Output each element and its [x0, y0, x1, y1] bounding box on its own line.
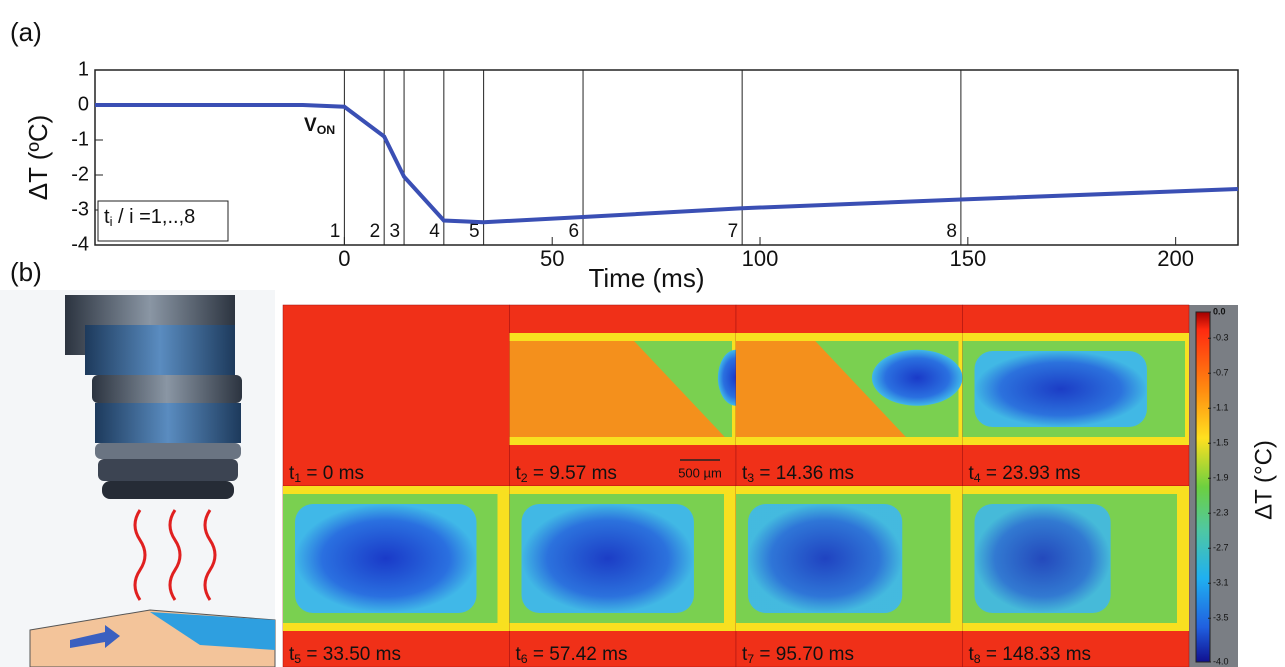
frame-label: t6 = 57.42 ms	[516, 644, 628, 666]
frame-label-part: 4	[974, 471, 981, 485]
x-tick-label: 50	[540, 246, 564, 271]
frame-label-part: = 14.36 ms	[754, 463, 854, 484]
frame-label-part: t	[742, 644, 748, 665]
frame-label: t4 = 23.93 ms	[969, 463, 1081, 485]
frame-label-part: = 0 ms	[301, 463, 364, 484]
frame-label: t5 = 33.50 ms	[289, 644, 401, 666]
colorbar-tick-label: -1.9	[1213, 473, 1229, 483]
cool-region	[295, 504, 477, 613]
cool-region	[521, 504, 694, 613]
y-tick-label: -3	[71, 198, 89, 220]
frame-label: t7 = 95.70 ms	[742, 644, 854, 666]
frame-label-part: 7	[747, 652, 754, 666]
frame-label-part: = 9.57 ms	[528, 463, 617, 484]
colorbar-tick-label: 0.0	[1213, 306, 1226, 316]
frame-label-part: t	[289, 644, 295, 665]
time-marker-label: 6	[568, 221, 579, 242]
colorbar-tick-label: -3.1	[1213, 578, 1229, 588]
colorbar-label: ΔT (°C)	[1250, 440, 1277, 520]
cool-region	[974, 351, 1147, 427]
frame-label-part: = 57.42 ms	[528, 644, 628, 665]
frame-label-part: = 23.93 ms	[981, 463, 1081, 484]
frame-label: t8 = 148.33 ms	[969, 644, 1092, 666]
cool-region	[871, 349, 963, 406]
colorbar-tick-label: -0.7	[1213, 368, 1229, 378]
frame-label-part: 1	[294, 471, 301, 485]
frame-label-part: = 148.33 ms	[981, 644, 1091, 665]
frame-label-part: 3	[747, 471, 754, 485]
x-tick-label: 100	[742, 246, 779, 271]
time-marker-label: 5	[469, 221, 480, 242]
frame-label: t3 = 14.36 ms	[742, 463, 854, 485]
plot-frame	[94, 69, 1239, 246]
warm-front	[736, 341, 906, 437]
legend-part: / i =1,..,8	[112, 206, 195, 228]
cool-region	[974, 504, 1111, 613]
frame-label-part: = 33.50 ms	[301, 644, 401, 665]
frame-label-part: t	[969, 644, 975, 665]
x-tick-label: 150	[949, 246, 986, 271]
frame-label-part: 5	[294, 652, 301, 666]
y-tick-label: 1	[78, 58, 89, 80]
legend-box	[97, 200, 229, 242]
frame-label-part: 8	[974, 652, 981, 666]
frame-label-part: t	[969, 463, 975, 484]
colorbar-tick-label: -1.1	[1213, 403, 1229, 413]
frame-label: t2 = 9.57 ms	[516, 463, 617, 485]
frame-label-part: t	[516, 644, 522, 665]
frame-label: t1 = 0 ms	[289, 463, 364, 485]
colorbar-tick-label: -2.7	[1213, 543, 1229, 553]
time-marker-label: 3	[389, 221, 400, 242]
annotation-part: ON	[317, 123, 336, 137]
y-tick-label: -4	[71, 233, 89, 255]
cool-region	[748, 504, 903, 613]
legend-part: i	[110, 214, 113, 229]
panel-label: (b)	[10, 257, 42, 287]
frame-label-part: = 95.70 ms	[754, 644, 854, 665]
y-tick-label: -1	[71, 128, 89, 150]
x-axis-label: Time (ms)	[588, 263, 704, 293]
frame-label-part: t	[289, 463, 295, 484]
x-tick-label: 0	[338, 246, 350, 271]
frame-label-part: 6	[521, 652, 528, 666]
colorbar-tick-label: -2.3	[1213, 508, 1229, 518]
annotation-part: V	[304, 115, 317, 136]
panel-label: (a)	[10, 17, 42, 47]
y-tick-label: 0	[78, 93, 89, 115]
colorbar-tick-label: -4.0	[1213, 656, 1229, 666]
time-marker-label: 2	[370, 221, 381, 242]
legend-part: t	[104, 206, 110, 228]
time-marker-label: 8	[946, 221, 957, 242]
data-line	[95, 103, 1239, 225]
frame-label-part: t	[516, 463, 522, 484]
warm-front	[509, 341, 725, 437]
frame-label-part: 2	[521, 471, 528, 485]
colorbar	[1195, 311, 1211, 663]
colorbar-tick-label: -3.5	[1213, 613, 1229, 623]
annotation: VON	[304, 115, 335, 137]
y-tick-label: -2	[71, 163, 89, 185]
colorbar-tick-label: -0.3	[1213, 333, 1229, 343]
thermal-frame	[282, 304, 510, 487]
scale-bar-label: 500 µm	[678, 465, 722, 480]
time-marker-label: 7	[728, 221, 739, 242]
camera-illustration	[0, 290, 276, 667]
time-marker-label: 1	[330, 221, 341, 242]
y-axis-label: ΔT (ºC)	[23, 115, 53, 201]
colorbar-tick-label: -1.5	[1213, 438, 1229, 448]
x-tick-label: 200	[1157, 246, 1194, 271]
legend: ti / i =1,..,8	[104, 206, 195, 229]
frame-label-part: t	[742, 463, 748, 484]
time-marker-label: 4	[429, 221, 440, 242]
